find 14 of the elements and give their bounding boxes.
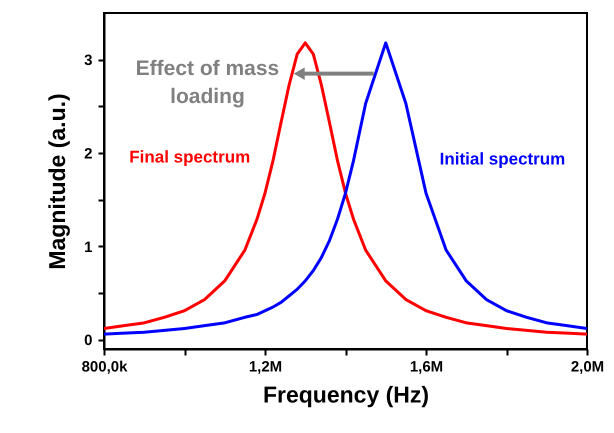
y-tick-label: 1 bbox=[84, 238, 92, 256]
x-tick-label: 2,0M bbox=[570, 358, 604, 376]
annotation: Effect of mass loading bbox=[136, 57, 280, 108]
x-tick-label: 1,6M bbox=[410, 358, 444, 376]
y-tick-label: 2 bbox=[84, 146, 92, 162]
x-axis-title: Frequency (Hz) bbox=[262, 382, 430, 408]
y-tick-label: 0 bbox=[84, 332, 92, 350]
y-axis-title: Magnitude (a.u.) bbox=[44, 93, 70, 270]
series-label: Final spectrum bbox=[129, 148, 250, 167]
y-tick-label: 3 bbox=[84, 52, 92, 70]
line-series bbox=[104, 41, 587, 336]
x-tick-label: 800,0k bbox=[82, 358, 128, 376]
series-label: Initial spectrum bbox=[440, 150, 566, 169]
x-tick-label: 1,2M bbox=[248, 358, 282, 376]
